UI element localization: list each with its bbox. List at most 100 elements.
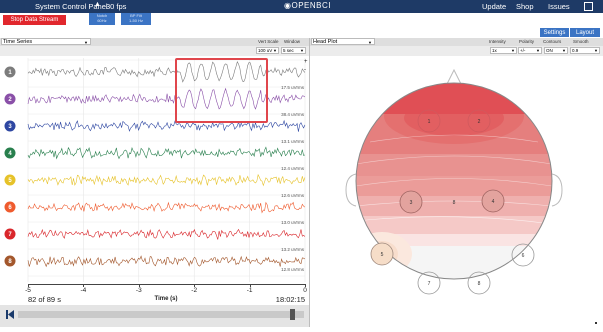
electrode-label: 7 <box>428 281 431 287</box>
system-control-panel-label[interactable]: System Control Panel <box>35 2 108 11</box>
minus-icon[interactable]: - <box>304 67 306 73</box>
channel-number: 7 <box>8 232 12 238</box>
contours-select[interactable]: ON ▼ <box>544 47 568 54</box>
polarity-label: Polarity <box>519 39 535 44</box>
channel-badge-circle[interactable] <box>4 201 16 213</box>
x-tick-mark <box>194 284 196 287</box>
channel-badge-circle[interactable] <box>4 66 16 78</box>
window-square-icon[interactable] <box>584 2 593 11</box>
x-tick-label: -2 <box>191 287 198 294</box>
head-plot-widget-label: Head Plot <box>313 39 338 45</box>
channel-toggle-6[interactable]: 6 <box>4 201 16 213</box>
channel-badge-circle[interactable] <box>4 93 16 105</box>
openbci-logo-icon: ◉ <box>284 1 292 10</box>
notch-filter-button[interactable]: Notch 60Hz <box>89 13 115 25</box>
playback-track[interactable] <box>18 311 304 318</box>
channel-badge-circle[interactable] <box>4 120 16 132</box>
top-menu-bar: System Control Panel ▲ 30 fps ◉OPENBCI U… <box>0 0 603 13</box>
channel-toggle-4[interactable]: 4 <box>4 147 16 159</box>
clock-display: 18:02:15 <box>275 295 305 304</box>
channel-badge-circle[interactable] <box>4 147 16 159</box>
uvrms-label: 13.0 uVrms <box>281 220 305 225</box>
channel-badge-circle[interactable] <box>4 174 16 186</box>
electrode-label: 1 <box>428 119 431 125</box>
x-tick-mark <box>305 284 306 287</box>
electrode-label: 4 <box>492 199 495 205</box>
electrode-6: 6 <box>511 243 535 267</box>
update-menu[interactable]: Update <box>482 2 507 11</box>
window-select[interactable]: 5 sec ▼ <box>281 47 306 54</box>
openbci-logo: ◉OPENBCI <box>284 1 331 10</box>
electrode-label: 8 <box>478 281 481 287</box>
vert-scale-label: Vert Scale <box>258 39 279 44</box>
channel-badges: 1 2 3 4 5 6 7 8 <box>4 66 16 267</box>
channel-trace-4 <box>27 146 306 160</box>
polarity-select[interactable]: +/- ▼ <box>518 47 542 54</box>
channel-number: 6 <box>8 205 12 211</box>
channel-badge-circle[interactable] <box>4 255 16 267</box>
electrode-3: 3 <box>399 190 423 214</box>
chevron-down-icon: ▼ <box>273 48 277 53</box>
channel-trace-2 <box>27 87 306 110</box>
bp-label: BP Filt <box>130 13 142 18</box>
intensity-select[interactable]: 1x ▼ <box>490 47 517 54</box>
openbci-logo-text: OPENBCI <box>291 1 331 10</box>
channel-number: 1 <box>8 70 12 76</box>
time-series-grid <box>27 58 306 282</box>
smooth-label: Smooth <box>573 39 589 44</box>
channel-toggle-5[interactable]: 5 <box>4 174 16 186</box>
bp-value: 1-50 Hz <box>128 18 143 23</box>
playback-counter: 82 of 89 s <box>28 295 61 304</box>
intensity-value: 1x <box>492 48 497 53</box>
stop-data-stream-button[interactable]: Stop Data Stream <box>3 15 66 25</box>
channel-toggle-7[interactable]: 7 <box>4 228 16 240</box>
channel-badge-circle[interactable] <box>4 228 16 240</box>
channel-trace-8 <box>27 255 306 268</box>
playback-thumb[interactable] <box>290 309 296 320</box>
caret-up-icon[interactable]: ▲ <box>94 1 101 8</box>
shop-menu[interactable]: Shop <box>516 2 534 11</box>
head-plot-widget-select[interactable]: Head Plot ▼ <box>311 38 375 45</box>
contours-value: ON <box>546 48 553 53</box>
vert-scale-select[interactable]: 100 uV ▼ <box>256 47 279 54</box>
electrode-7: 7 <box>417 271 441 295</box>
plus-icon[interactable]: + <box>304 59 308 65</box>
time-series-x-axis: -5 -4 -3 -2 -1 0 Time (s) 82 of 89 s 18:02:15 <box>0 284 309 306</box>
notch-value: 60Hz <box>97 18 107 23</box>
head-heatmap <box>356 83 552 279</box>
chevron-down-icon: ▼ <box>300 48 304 53</box>
electrode-8-center: 8 <box>453 200 456 206</box>
channel-trace-5 <box>27 173 306 187</box>
x-tick-mark <box>249 284 251 287</box>
channel-toggle-3[interactable]: 3 <box>4 120 16 132</box>
chevron-down-icon: ▼ <box>536 48 540 53</box>
polarity-value: +/- <box>520 48 526 53</box>
electrode-label: 6 <box>522 253 525 259</box>
channel-number: 5 <box>8 178 12 184</box>
options-row: 100 uV ▼ 5 sec ▼ 1x ▼ +/- ▼ ON ▼ 0.9 ▼ <box>0 46 603 56</box>
chevron-down-icon: ▼ <box>511 48 515 53</box>
settings-button[interactable]: Settings <box>540 28 569 37</box>
channel-number: 2 <box>8 97 12 103</box>
head-plot-header: Head Plot ▼ Intensity Polarity Contours … <box>310 38 603 46</box>
smooth-value: 0.9 <box>572 48 579 53</box>
channel-toggle-1[interactable]: 1 <box>4 66 16 78</box>
panel-divider <box>309 38 310 327</box>
time-series-widget-select[interactable]: Time Series ▼ <box>1 38 91 45</box>
smooth-select[interactable]: 0.9 ▼ <box>570 47 600 54</box>
layout-button[interactable]: Layout <box>570 28 600 37</box>
chevron-down-icon: ▼ <box>562 48 566 53</box>
x-tick-label: -5 <box>25 287 31 294</box>
channel-toggle-8[interactable]: 8 <box>4 255 16 267</box>
electrode-5: 5 <box>370 242 394 266</box>
corner-dot <box>595 322 597 324</box>
channel-number: 3 <box>8 124 12 130</box>
intensity-label: Intensity <box>489 39 506 44</box>
issues-menu[interactable]: Issues <box>548 2 570 11</box>
bandpass-filter-button[interactable]: BP Filt 1-50 Hz <box>121 13 151 25</box>
skip-back-icon[interactable] <box>6 310 14 319</box>
left-ear-outline <box>345 173 357 207</box>
fps-display: 30 fps <box>106 2 127 11</box>
electrode-label: 8 <box>453 200 456 206</box>
channel-toggle-2[interactable]: 2 <box>4 93 16 105</box>
